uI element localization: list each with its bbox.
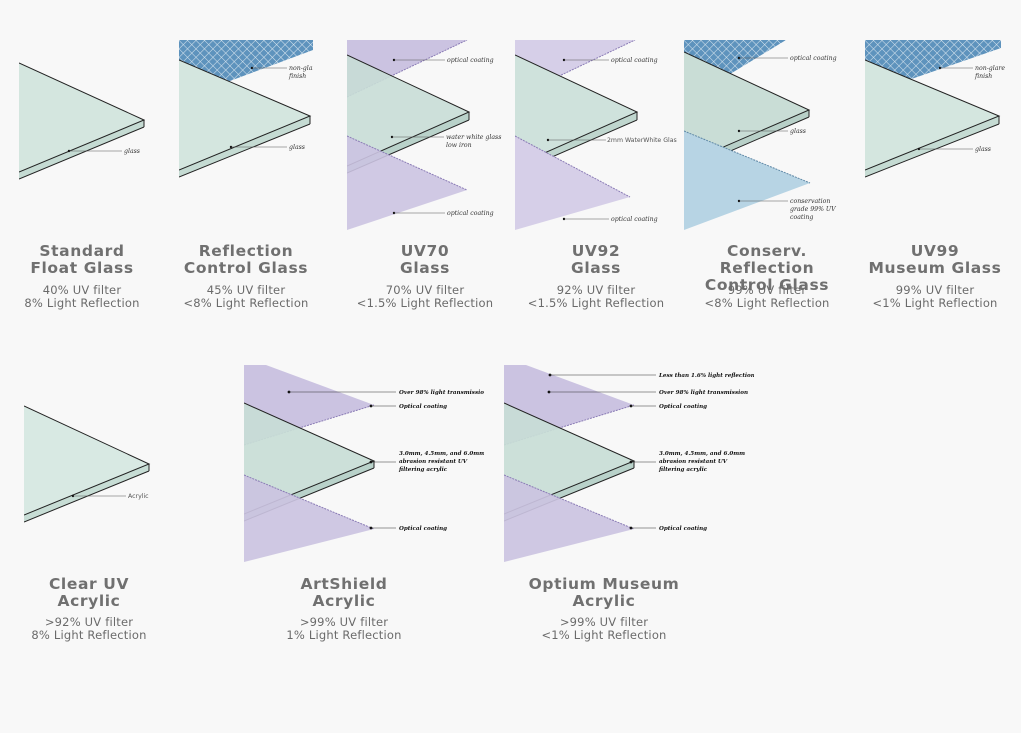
svg-text:Optical coating: Optical coating bbox=[659, 526, 707, 532]
svg-text:Optical coating: Optical coating bbox=[399, 404, 447, 410]
label-glass: glass bbox=[124, 148, 140, 155]
svg-text:Less than 1.6% light reflectio: Less than 1.6% light reflection bbox=[658, 373, 754, 379]
svg-text:filtering acrylic: filtering acrylic bbox=[658, 467, 708, 473]
card-artshield-acrylic: Over 98% light transmission Optical coat… bbox=[244, 365, 484, 645]
card-title: ArtShield Acrylic bbox=[300, 575, 388, 610]
card-title: UV70 Glass bbox=[400, 242, 450, 277]
svg-text:2mm WaterWhite Glass: 2mm WaterWhite Glass bbox=[607, 137, 677, 144]
card-title: UV92 Glass bbox=[571, 242, 621, 277]
glass-diagram: glass bbox=[19, 62, 145, 180]
glass-diagram: non-glare matte finish glass bbox=[865, 40, 1005, 178]
card-specs: >99% UV filter <1% Light Reflection bbox=[541, 615, 667, 642]
svg-text:finish: finish bbox=[974, 73, 992, 80]
card-conserv-reflection-control-glass: optical coating glass conservation grade… bbox=[684, 40, 850, 320]
svg-text:water white glass: water white glass bbox=[446, 134, 501, 141]
svg-text:coating: coating bbox=[790, 214, 813, 221]
svg-text:finish: finish bbox=[288, 73, 306, 80]
glass-diagram: optical coating glass conservation grade… bbox=[684, 40, 837, 230]
card-title: Optium Museum Acrylic bbox=[528, 575, 680, 610]
card-specs: 70% UV filter <1.5% Light Reflection bbox=[356, 283, 494, 310]
svg-text:non-glare matte: non-glare matte bbox=[975, 65, 1005, 72]
card-optium-museum-acrylic: Less than 1.6% light reflection Over 98%… bbox=[504, 365, 754, 645]
acrylic-diagram: Over 98% light transmission Optical coat… bbox=[244, 365, 484, 562]
card-clear-uv-acrylic: Acrylic Clear UV Acrylic >92% UV filter … bbox=[24, 404, 154, 644]
card-standard-float-glass: glass Standard Float Glass 40% UV filter… bbox=[19, 60, 145, 320]
card-title: Standard Float Glass bbox=[30, 242, 134, 277]
card-uv70-glass: optical coating water white glass low ir… bbox=[347, 40, 503, 320]
card-title: Conserv. Reflection Control Glass bbox=[704, 242, 830, 294]
svg-text:glass: glass bbox=[289, 144, 305, 151]
svg-text:optical coating: optical coating bbox=[611, 216, 658, 223]
glass-diagram: non-glare matte finish glass bbox=[179, 40, 313, 178]
svg-text:Over 98% light transmission: Over 98% light transmission bbox=[659, 390, 748, 396]
glass-diagram: optical coating water white glass low ir… bbox=[347, 40, 501, 230]
glass-diagram: optical coating 2mm WaterWhite Glass opt… bbox=[515, 40, 677, 230]
card-specs: 99% UV filter <8% Light Reflection bbox=[704, 283, 830, 310]
svg-text:optical coating: optical coating bbox=[790, 55, 837, 62]
svg-text:non-glare matte: non-glare matte bbox=[289, 65, 313, 72]
card-uv99-museum-glass: non-glare matte finish glass UV99 Museum… bbox=[865, 40, 1005, 320]
svg-text:abrasion resistant UV: abrasion resistant UV bbox=[659, 459, 728, 465]
card-reflection-control-glass: non-glare matte finish glass Reflection … bbox=[179, 40, 313, 320]
svg-text:optical coating: optical coating bbox=[447, 57, 494, 64]
card-specs: 99% UV filter <1% Light Reflection bbox=[872, 283, 998, 310]
svg-text:conservation: conservation bbox=[790, 198, 830, 205]
svg-text:abrasion resistant UV: abrasion resistant UV bbox=[399, 459, 468, 465]
card-title: Clear UV Acrylic bbox=[48, 575, 130, 610]
svg-text:Over 98% light transmission: Over 98% light transmission bbox=[399, 390, 484, 396]
svg-text:Acrylic: Acrylic bbox=[128, 493, 149, 500]
card-title: UV99 Museum Glass bbox=[868, 242, 1002, 277]
svg-text:glass: glass bbox=[975, 146, 991, 153]
card-specs: >99% UV filter 1% Light Reflection bbox=[286, 615, 402, 642]
svg-text:grade 99% UV: grade 99% UV bbox=[790, 206, 836, 213]
acrylic-diagram: Less than 1.6% light reflection Over 98%… bbox=[504, 365, 754, 562]
svg-text:optical coating: optical coating bbox=[447, 210, 494, 217]
card-specs: 40% UV filter 8% Light Reflection bbox=[24, 283, 140, 310]
card-specs: 92% UV filter <1.5% Light Reflection bbox=[527, 283, 665, 310]
svg-text:Optical coating: Optical coating bbox=[399, 526, 447, 532]
svg-text:Optical coating: Optical coating bbox=[659, 404, 707, 410]
acrylic-diagram: Acrylic bbox=[24, 405, 151, 523]
svg-text:3.0mm, 4.5mm, and 6.0mm: 3.0mm, 4.5mm, and 6.0mm bbox=[399, 451, 484, 457]
svg-text:3.0mm, 4.5mm, and 6.0mm: 3.0mm, 4.5mm, and 6.0mm bbox=[659, 451, 745, 457]
svg-text:filtering acrylic: filtering acrylic bbox=[398, 467, 448, 473]
card-title: Reflection Control Glass bbox=[183, 242, 309, 277]
svg-text:optical coating: optical coating bbox=[611, 57, 658, 64]
svg-text:low iron: low iron bbox=[446, 142, 472, 149]
card-uv92-glass: optical coating 2mm WaterWhite Glass opt… bbox=[515, 40, 677, 320]
card-specs: 45% UV filter <8% Light Reflection bbox=[183, 283, 309, 310]
card-specs: >92% UV filter 8% Light Reflection bbox=[31, 615, 147, 642]
svg-text:glass: glass bbox=[790, 128, 806, 135]
